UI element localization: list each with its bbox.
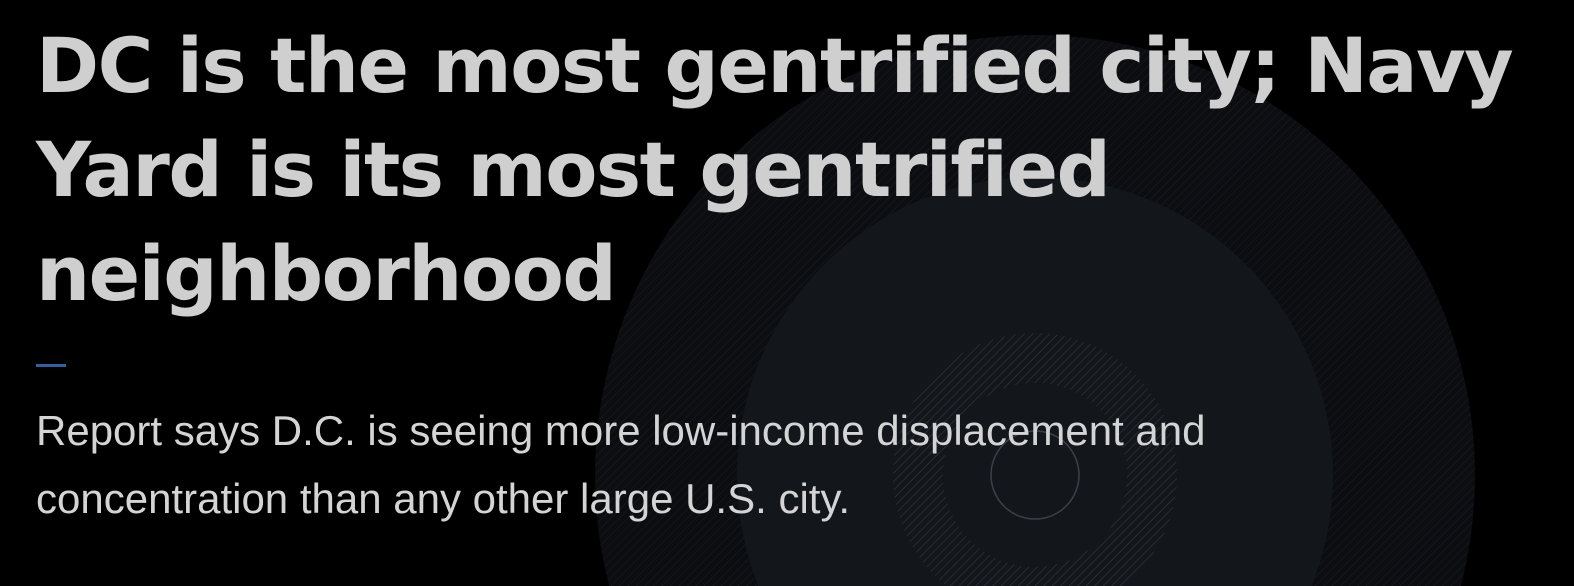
inner-ring: [893, 333, 1177, 586]
article-dek: Report says D.C. is seeing more low-inco…: [36, 407, 1206, 522]
article-headline: DC is the most gentrified city; Navy Yar…: [36, 21, 1514, 318]
bullseye-circle: [990, 430, 1080, 520]
article-header: DC is the most gentrified city; Navy Yar…: [36, 14, 1536, 533]
accent-rule: [36, 364, 66, 367]
